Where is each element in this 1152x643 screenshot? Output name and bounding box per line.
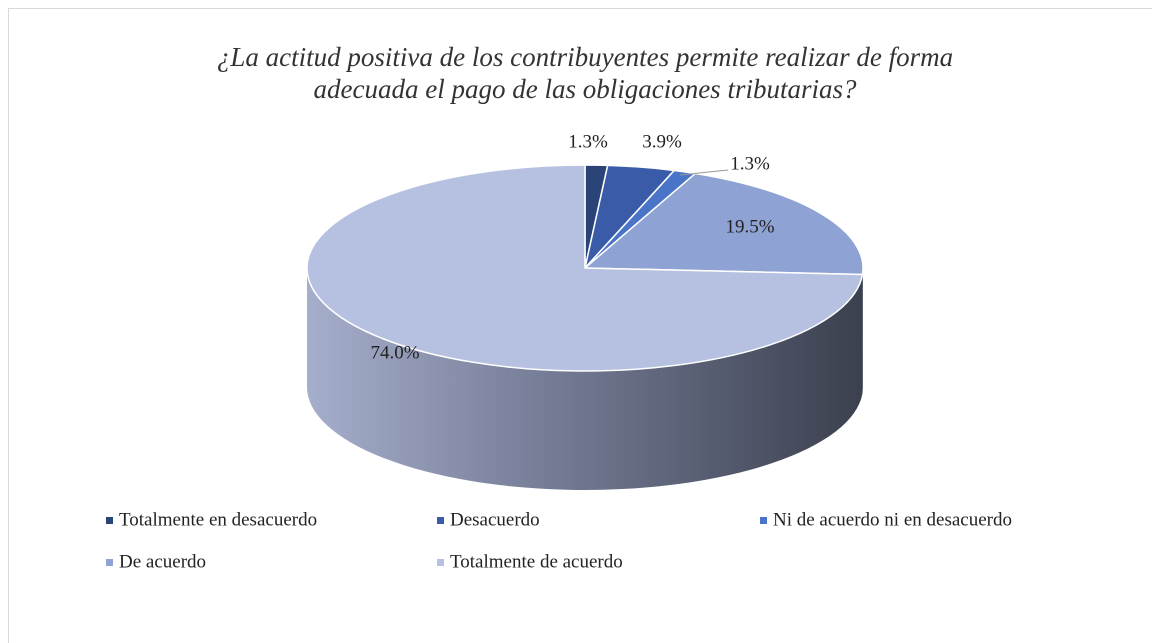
chart-title: ¿La actitud positiva de los contribuyent…: [217, 42, 953, 72]
legend-label: Desacuerdo: [450, 509, 540, 530]
data-label: 1.3%: [730, 153, 770, 174]
data-label: 19.5%: [725, 216, 774, 237]
data-label: 74.0%: [370, 342, 419, 363]
data-label: 3.9%: [642, 131, 682, 152]
legend-label: Ni de acuerdo ni en desacuerdo: [773, 509, 1012, 530]
leader-line: [679, 169, 729, 176]
data-label: 1.3%: [568, 131, 608, 152]
legend-swatch: [760, 517, 767, 524]
chart-title: adecuada el pago de las obligaciones tri…: [314, 74, 857, 104]
legend-swatch: [437, 559, 444, 566]
legend-swatch: [437, 517, 444, 524]
legend-swatch: [106, 517, 113, 524]
legend-label: Totalmente de acuerdo: [450, 551, 623, 572]
pie-slice: [306, 164, 864, 372]
pie-side: [307, 268, 863, 490]
pie-slice: [583, 172, 864, 276]
legend-label: De acuerdo: [119, 551, 206, 572]
legend-swatch: [106, 559, 113, 566]
chart-border: [8, 8, 1152, 643]
legend-label: Totalmente en desacuerdo: [119, 509, 317, 530]
pie-side: [862, 268, 863, 394]
